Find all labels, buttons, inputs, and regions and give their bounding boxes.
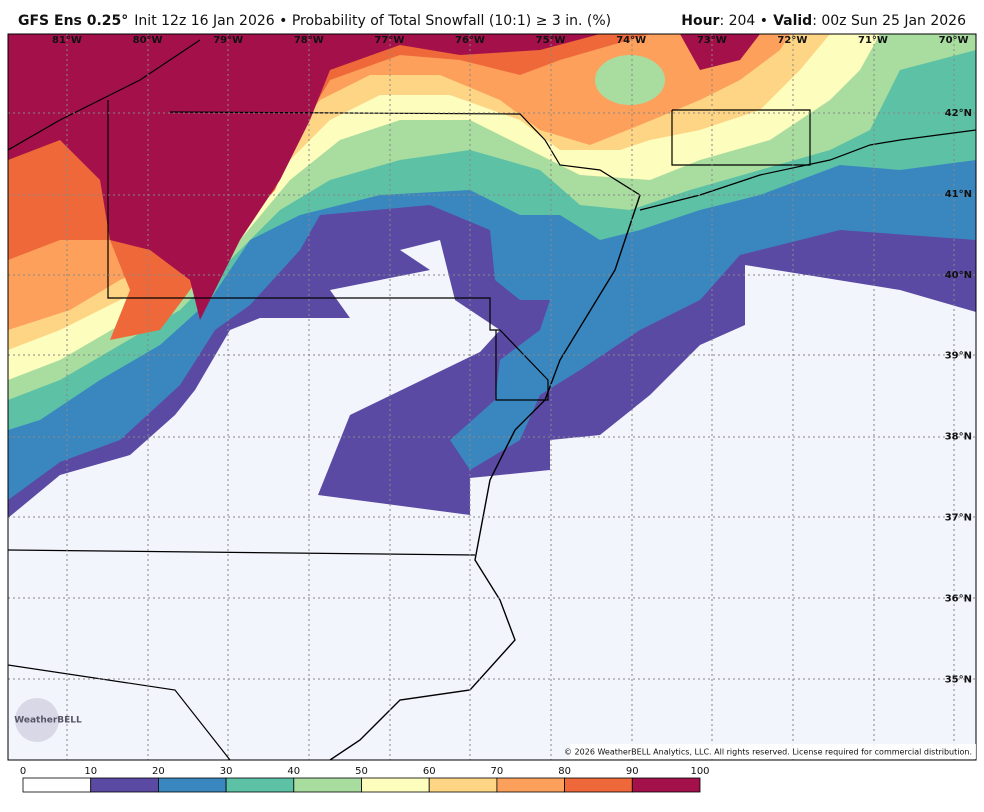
lat-labels: 42°N 41°N 40°N 39°N 38°N 37°N 36°N 35°N	[945, 108, 972, 685]
colorbar-tick-label: 20	[152, 766, 165, 777]
lon-label: 71°W	[858, 35, 888, 46]
lon-label: 74°W	[616, 35, 646, 46]
lat-label: 42°N	[945, 108, 972, 119]
color-bin	[428, 777, 498, 793]
lat-label: 41°N	[945, 189, 972, 200]
title: GFS Ens 0.25° Init 12z 16 Jan 2026 • Prob…	[18, 13, 611, 29]
colorbar-tick-label: 90	[626, 766, 639, 777]
colorbar-tick-label: 40	[287, 766, 300, 777]
product: Init 12z 16 Jan 2026 • Probability of To…	[134, 13, 611, 29]
valid-label: Valid	[773, 13, 812, 29]
color-bin	[496, 777, 565, 793]
colorbar: 0 10 20 30 40 50 60 70 80 90 100	[20, 766, 710, 793]
prob-90-east	[680, 34, 760, 70]
lat-label: 40°N	[945, 270, 972, 281]
color-bin	[361, 777, 430, 793]
hour: : 204 •	[719, 13, 768, 29]
lon-label: 75°W	[536, 35, 566, 46]
borders	[8, 39, 976, 760]
lon-label: 78°W	[294, 35, 324, 46]
lon-label: 76°W	[455, 35, 485, 46]
color-bin	[225, 777, 295, 793]
lat-label: 37°N	[945, 513, 972, 524]
prob-90	[8, 34, 600, 320]
lat-label: 36°N	[945, 593, 972, 604]
colorbar-tick-label: 100	[690, 766, 709, 777]
lat-label: 35°N	[945, 674, 972, 685]
color-bin	[157, 777, 227, 793]
color-bin	[22, 777, 92, 793]
copyright-bg	[570, 744, 976, 759]
colorbar-tick-label: 50	[355, 766, 368, 777]
color-bin	[293, 777, 362, 793]
valid: : 00z Sun 25 Jan 2026	[812, 13, 966, 29]
color-bin	[90, 777, 159, 793]
hour-label: Hour	[681, 13, 719, 29]
logo	[15, 698, 59, 742]
lon-label: 80°W	[133, 35, 163, 46]
lon-label: 81°W	[52, 35, 82, 46]
map-frame	[7, 33, 977, 761]
lon-label: 73°W	[697, 35, 727, 46]
lat-label: 38°N	[945, 432, 972, 443]
model: GFS Ens 0.25°	[18, 13, 128, 29]
lon-label: 70°W	[939, 35, 969, 46]
lat-label: 39°N	[945, 351, 972, 362]
lon-labels: 81°W 80°W 79°W 78°W 77°W 76°W 75°W 74°W 73°W 72°W…	[52, 35, 969, 46]
colorbar-tick-label: 60	[423, 766, 436, 777]
graticule	[8, 34, 976, 760]
prob-40-pocket	[595, 55, 665, 105]
color-bin	[631, 777, 701, 793]
colorbar-tick-label: 70	[491, 766, 504, 777]
lon-label: 72°W	[777, 35, 807, 46]
colorbar-tick-label: 0	[20, 766, 26, 777]
map: 81°W 80°W 79°W 78°W 77°W 76°W 75°W 74°W 73°W 72°W…	[7, 33, 977, 761]
lon-label: 79°W	[213, 35, 243, 46]
colorbar-tick-label: 30	[220, 766, 233, 777]
colorbar-tick-label: 10	[84, 766, 97, 777]
copyright: © 2026 WeatherBELL Analytics, LLC. All r…	[564, 748, 972, 757]
color-bin	[564, 777, 633, 793]
watermark: WeatherBELL	[14, 716, 82, 726]
colorbar-tick-label: 80	[558, 766, 571, 777]
valid-info: Hour: 204 • Valid: 00z Sun 25 Jan 2026	[681, 13, 966, 29]
lon-label: 77°W	[374, 35, 404, 46]
